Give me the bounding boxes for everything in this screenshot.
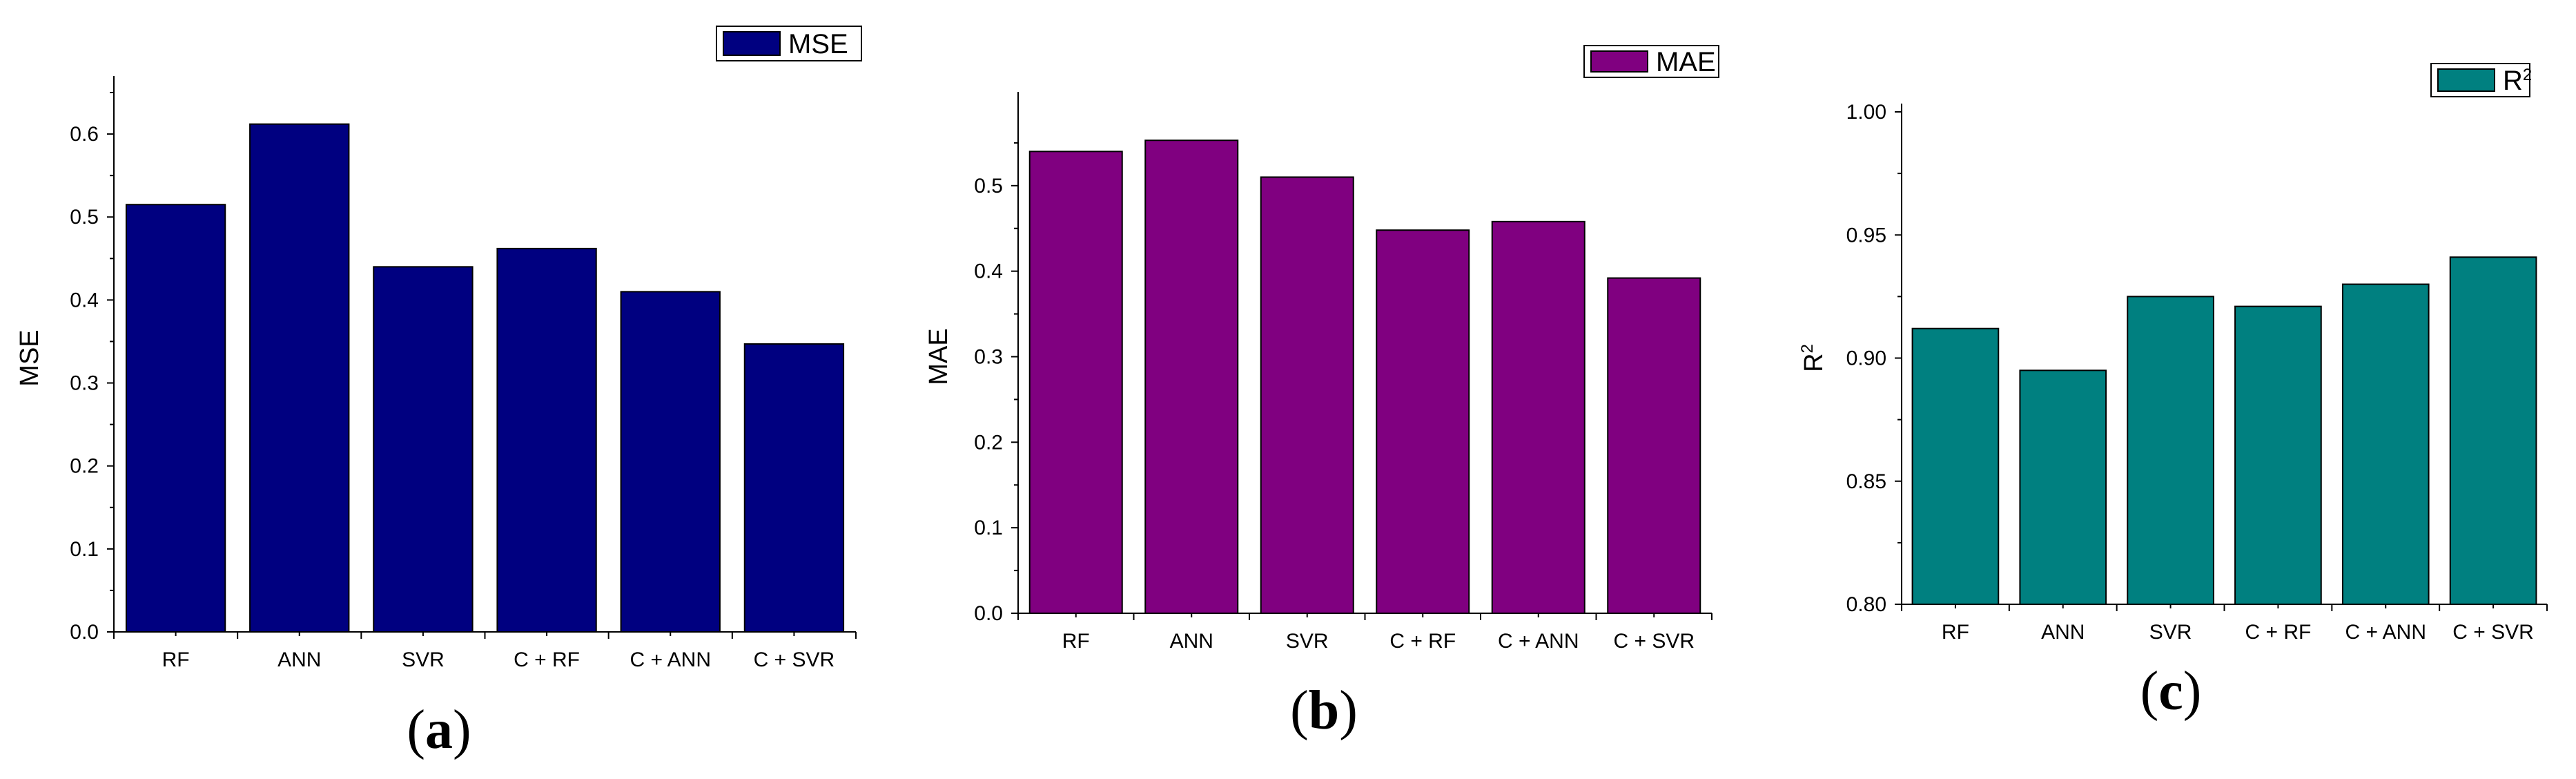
legend: MSE bbox=[716, 26, 862, 61]
legend-label: R2 bbox=[2503, 66, 2532, 96]
bar-ann bbox=[249, 123, 350, 633]
x-tick-label: ANN bbox=[277, 648, 321, 671]
bar-ann bbox=[2019, 369, 2107, 605]
y-tick-label: 0.1 bbox=[70, 538, 99, 561]
legend-label: MSE bbox=[788, 29, 848, 59]
legend-swatch bbox=[1590, 50, 1648, 73]
bar-c-svr bbox=[2449, 256, 2537, 605]
y-tick-label: 0.5 bbox=[974, 175, 1003, 198]
legend: R2 bbox=[2430, 63, 2532, 97]
x-tick-label: RF bbox=[1062, 630, 1090, 653]
axes-group: 0.0 0.1 0.2 0.3 0.4 0.5 0.6 RF ANN SVR C + RF C + A… bbox=[70, 76, 857, 671]
y-tick-label: 0.0 bbox=[70, 621, 99, 644]
bar-c-ann bbox=[2341, 283, 2430, 605]
chart-panel-b: 0.0 0.1 0.2 0.3 0.4 0.5 RF ANN SVR C + RF C + ANN C… bbox=[924, 45, 1719, 741]
bars-group bbox=[1028, 140, 1701, 615]
x-tick-label: C + RF bbox=[1389, 630, 1456, 653]
axes-group: 0.80 0.85 0.90 0.95 1.00 RF ANN SVR C + RF C + AN… bbox=[1846, 101, 2548, 644]
bars-group bbox=[1911, 256, 2537, 605]
bar-c-rf bbox=[2234, 305, 2322, 605]
bars-group bbox=[125, 123, 845, 633]
chart-panel-c: 0.80 0.85 0.90 0.95 1.00 RF ANN SVR C + RF C + AN… bbox=[1798, 63, 2548, 722]
x-tick-label: C + RF bbox=[514, 648, 580, 671]
y-tick-label: 0.1 bbox=[974, 517, 1003, 539]
x-tick-label: RF bbox=[162, 648, 190, 671]
y-tick-label: 0.2 bbox=[70, 455, 99, 478]
x-tick-label: RF bbox=[1942, 621, 1969, 644]
panel-label: (c) bbox=[2140, 661, 2202, 722]
y-axis-label: MSE bbox=[15, 329, 44, 386]
x-tick-label: ANN bbox=[2041, 621, 2085, 644]
legend-swatch bbox=[723, 31, 781, 56]
x-tick-label: ANN bbox=[1170, 630, 1213, 653]
y-tick-label: 0.3 bbox=[974, 346, 1003, 369]
y-tick-label: 0.90 bbox=[1846, 347, 1886, 370]
y-tick-label: 0.0 bbox=[974, 602, 1003, 625]
x-tick-label: C + RF bbox=[2245, 621, 2311, 644]
bar-svr bbox=[1260, 176, 1354, 614]
bar-c-rf bbox=[1376, 229, 1470, 614]
axes-group: 0.0 0.1 0.2 0.3 0.4 0.5 RF ANN SVR C + RF C + ANN C… bbox=[974, 92, 1713, 653]
chart-panel-a: 0.0 0.1 0.2 0.3 0.4 0.5 0.6 RF ANN SVR C + RF C + A… bbox=[15, 26, 862, 760]
y-tick-label: 0.5 bbox=[70, 206, 99, 229]
y-tick-label: 0.95 bbox=[1846, 224, 1886, 247]
x-tick-label: C + SVR bbox=[1613, 630, 1695, 653]
y-axis-label: MAE bbox=[924, 328, 953, 385]
y-tick-label: 1.00 bbox=[1846, 101, 1886, 124]
y-axis-label: R2 bbox=[1798, 344, 1828, 372]
bar-rf bbox=[1028, 151, 1123, 615]
x-tick-label: C + SVR bbox=[2452, 621, 2534, 644]
bar-c-svr bbox=[1607, 277, 1701, 614]
x-tick-label: C + SVR bbox=[754, 648, 835, 671]
y-tick-label: 0.2 bbox=[974, 431, 1003, 454]
bar-ann bbox=[1144, 140, 1239, 614]
y-tick-label: 0.4 bbox=[974, 260, 1003, 283]
y-tick-label: 0.3 bbox=[70, 372, 99, 395]
bar-c-ann bbox=[620, 291, 721, 633]
legend-label: MAE bbox=[1656, 47, 1716, 77]
legend: MAE bbox=[1583, 45, 1719, 78]
bar-c-rf bbox=[496, 247, 597, 633]
panel-label: (b) bbox=[1290, 680, 1358, 741]
x-tick-label: SVR bbox=[2149, 621, 2192, 644]
x-tick-label: C + ANN bbox=[630, 648, 711, 671]
y-tick-label: 0.85 bbox=[1846, 470, 1886, 493]
legend-swatch bbox=[2437, 68, 2495, 92]
x-tick-label: C + ANN bbox=[1498, 630, 1579, 653]
x-tick-label: SVR bbox=[1286, 630, 1329, 653]
bar-svr bbox=[2127, 296, 2214, 605]
bar-c-svr bbox=[743, 343, 845, 633]
panel-label: (a) bbox=[407, 700, 471, 760]
bar-svr bbox=[373, 266, 474, 633]
bar-rf bbox=[1911, 327, 2000, 605]
bar-rf bbox=[125, 204, 226, 633]
bar-c-ann bbox=[1491, 220, 1585, 614]
y-tick-label: 0.4 bbox=[70, 289, 99, 311]
x-tick-label: C + ANN bbox=[2345, 621, 2426, 644]
x-tick-label: SVR bbox=[402, 648, 445, 671]
y-tick-label: 0.80 bbox=[1846, 593, 1886, 616]
y-tick-label: 0.6 bbox=[70, 123, 99, 146]
